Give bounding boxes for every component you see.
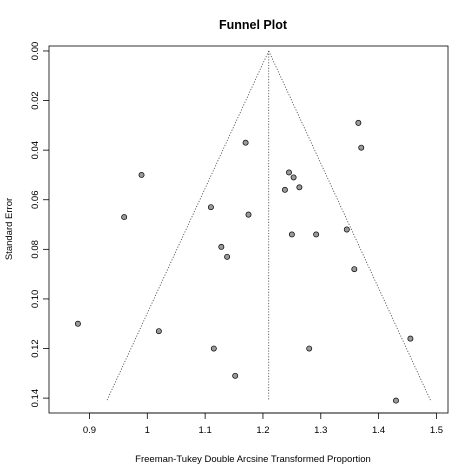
data-point: [242, 139, 249, 146]
x-tick-label: 0.9: [83, 425, 96, 436]
data-point: [138, 171, 145, 178]
data-point: [393, 397, 399, 404]
x-axis: 0.9 1 1.1 1.2 1.3 1.4 1.5: [83, 412, 443, 436]
data-point: [155, 328, 162, 335]
plot-frame: [48, 45, 449, 414]
x-tick-label: 1.5: [430, 425, 443, 436]
data-point: [218, 243, 225, 250]
funnel-left-boundary: [106, 50, 270, 401]
x-tick-label: 1.2: [256, 425, 269, 436]
data-point: [207, 204, 214, 211]
chart-title: Funnel Plot: [219, 18, 288, 32]
data-point: [407, 335, 414, 342]
y-tick-label: 0.10: [30, 290, 41, 309]
data-point: [306, 345, 313, 352]
data-point: [121, 214, 128, 221]
funnel-lines: [106, 50, 432, 401]
x-tick-label: 1: [145, 425, 150, 436]
x-tick-label: 1.1: [199, 425, 212, 436]
y-axis-label: Standard Error: [4, 198, 15, 260]
data-point: [210, 345, 217, 352]
y-tick-label: 0.02: [30, 91, 41, 110]
y-tick-label: 0.04: [30, 141, 41, 160]
data-point: [313, 231, 320, 238]
data-point: [343, 226, 350, 233]
y-tick-label: 0.08: [30, 240, 41, 258]
y-axis: 0.00 0.02 0.04 0.06 0.08 0.10 0.12 0.14: [30, 42, 49, 408]
data-point: [351, 266, 358, 273]
data-point: [286, 169, 292, 176]
funnel-right-boundary: [268, 50, 432, 401]
x-tick-label: 1.4: [372, 425, 385, 436]
y-tick-label: 0.14: [30, 389, 41, 408]
y-tick-label: 0.00: [30, 42, 41, 61]
y-tick-label: 0.06: [30, 190, 41, 209]
data-point: [245, 211, 252, 218]
data-point: [224, 253, 231, 260]
data-point: [355, 119, 362, 126]
data-point: [74, 320, 81, 327]
data-point: [358, 144, 365, 151]
data-point: [296, 184, 303, 191]
data-point: [232, 372, 239, 379]
x-tick-label: 1.3: [314, 425, 327, 436]
data-point: [290, 174, 297, 181]
data-points: [74, 119, 414, 404]
y-tick-label: 0.12: [30, 339, 41, 358]
x-axis-label: Freeman-Tukey Double Arcsine Transformed…: [135, 454, 371, 465]
data-point: [281, 186, 288, 193]
data-point: [288, 231, 295, 238]
